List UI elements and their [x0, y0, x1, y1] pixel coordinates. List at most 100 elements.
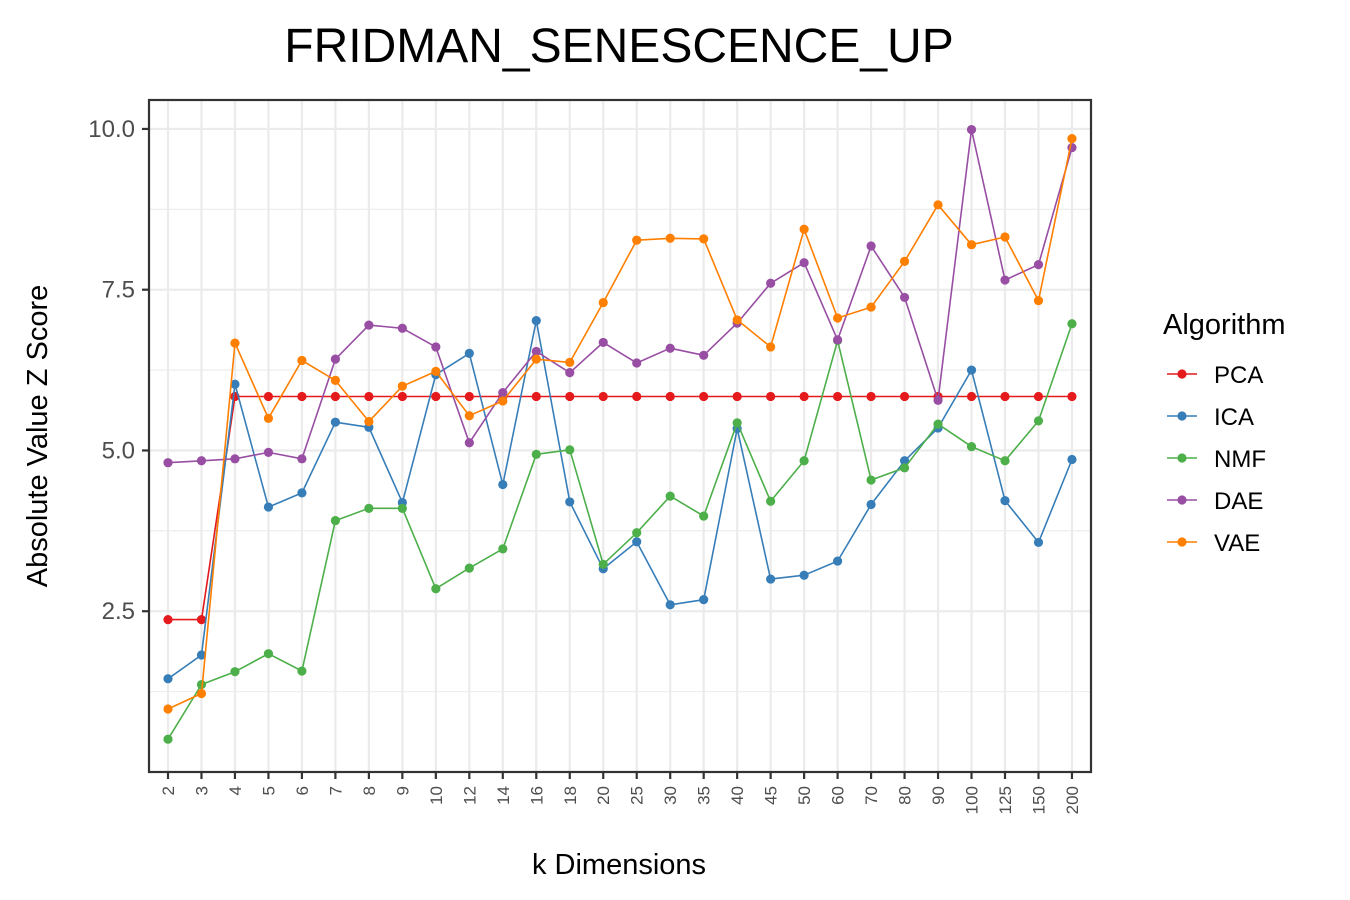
x-tick-label: 20 — [594, 786, 613, 805]
data-point — [431, 391, 441, 402]
data-point — [163, 614, 173, 625]
data-point — [799, 391, 809, 402]
data-point — [866, 391, 876, 402]
data-point — [899, 256, 910, 267]
x-tick-label: 12 — [460, 786, 479, 805]
data-point — [1000, 232, 1010, 242]
data-point — [498, 544, 508, 554]
data-point — [330, 354, 340, 364]
legend-key-point — [1177, 411, 1187, 421]
x-tick-label: 6 — [293, 786, 312, 795]
x-tick-label: 150 — [1029, 786, 1048, 814]
data-point — [163, 674, 173, 684]
data-point — [1067, 391, 1077, 402]
data-point — [766, 342, 776, 352]
data-point — [263, 413, 274, 423]
data-point — [1000, 275, 1010, 285]
data-point — [196, 679, 207, 690]
data-point — [263, 447, 274, 457]
data-point — [464, 438, 474, 448]
data-point — [1067, 454, 1077, 465]
data-point — [1033, 416, 1044, 426]
data-point — [1000, 391, 1010, 402]
series-line — [167, 128, 1073, 464]
legend-key-point — [1177, 369, 1187, 379]
x-tick-label: 70 — [862, 786, 881, 805]
data-point — [632, 391, 642, 402]
data-point — [431, 342, 441, 352]
series-ica — [163, 315, 1077, 684]
data-point — [866, 475, 876, 485]
data-point — [1000, 456, 1010, 466]
x-tick-label: 35 — [695, 786, 714, 805]
data-point — [464, 563, 474, 573]
data-point — [196, 650, 207, 660]
data-point — [766, 391, 776, 402]
data-point — [263, 649, 274, 659]
data-point — [330, 515, 340, 526]
data-point — [966, 124, 977, 135]
x-tick-label: 60 — [829, 786, 848, 805]
data-point — [665, 491, 675, 501]
data-point — [1033, 296, 1044, 306]
data-point — [297, 391, 307, 402]
y-tick-label: 5.0 — [102, 437, 135, 464]
data-point — [531, 354, 541, 364]
data-point — [565, 368, 575, 378]
data-point — [397, 391, 407, 402]
data-point — [431, 366, 441, 376]
legend-key-point — [1177, 495, 1187, 505]
data-point — [766, 574, 776, 584]
data-point — [230, 379, 240, 389]
series-dae — [163, 124, 1077, 468]
series-nmf — [163, 319, 1077, 744]
x-tick-label: 50 — [795, 786, 814, 805]
data-point — [498, 387, 508, 398]
data-point — [196, 456, 207, 466]
series-line — [167, 319, 1073, 680]
data-point — [665, 233, 675, 243]
data-point — [866, 302, 876, 312]
data-point — [699, 595, 709, 605]
legend: Algorithm PCA ICA NMF DAE VAE — [1163, 309, 1286, 557]
data-point — [464, 348, 474, 358]
data-point — [833, 313, 843, 323]
data-point — [531, 449, 541, 459]
data-point — [598, 559, 608, 569]
data-point — [297, 355, 307, 366]
data-point — [598, 391, 608, 402]
x-tick-label: 3 — [192, 786, 211, 795]
data-point — [933, 395, 943, 405]
data-point — [1033, 537, 1044, 548]
legend-label: PCA — [1214, 362, 1263, 389]
data-point — [899, 463, 910, 473]
data-point — [632, 528, 642, 538]
data-point — [565, 391, 575, 402]
data-point — [364, 503, 374, 513]
data-point — [732, 315, 742, 325]
x-tick-label: 125 — [996, 786, 1015, 814]
data-point — [397, 323, 407, 333]
series-vae — [163, 133, 1077, 714]
data-point — [196, 688, 207, 699]
data-point — [297, 454, 307, 464]
data-point — [565, 445, 575, 455]
y-tick-label: 2.5 — [102, 598, 135, 625]
x-tick-label: 9 — [393, 786, 412, 795]
data-point — [966, 442, 977, 452]
data-point — [866, 241, 876, 251]
data-point — [899, 391, 910, 402]
data-point — [1067, 133, 1077, 144]
data-point — [431, 584, 441, 594]
legend-item-ica: ICA — [1167, 404, 1254, 431]
data-point — [364, 320, 374, 330]
data-point — [699, 234, 709, 244]
data-point — [732, 418, 742, 428]
legend-label: DAE — [1214, 488, 1263, 515]
data-point — [297, 666, 307, 676]
grid — [149, 100, 1091, 772]
data-point — [531, 391, 541, 402]
x-axis-title: k Dimensions — [532, 849, 706, 881]
data-point — [263, 391, 274, 402]
data-point — [899, 456, 910, 466]
